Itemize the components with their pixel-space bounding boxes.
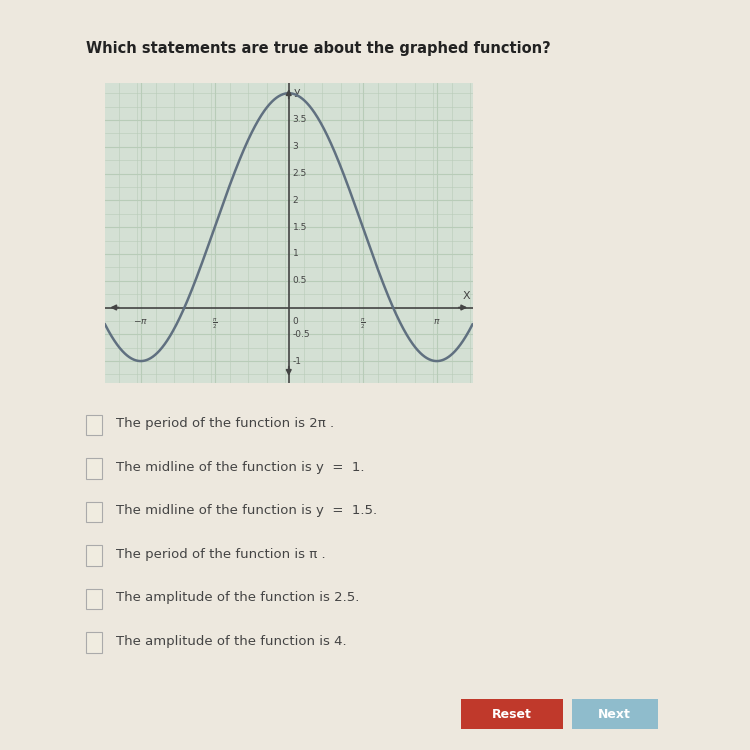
Text: 1.5: 1.5 <box>292 223 307 232</box>
Text: The amplitude of the function is 4.: The amplitude of the function is 4. <box>116 634 346 648</box>
Text: 0: 0 <box>292 316 298 326</box>
Text: -0.5: -0.5 <box>292 330 310 339</box>
Text: The period of the function is 2π .: The period of the function is 2π . <box>116 417 334 430</box>
Text: 0.5: 0.5 <box>292 276 307 285</box>
Text: 2: 2 <box>292 196 298 205</box>
Text: 2.5: 2.5 <box>292 169 307 178</box>
Text: Which statements are true about the graphed function?: Which statements are true about the grap… <box>86 41 551 56</box>
Text: X: X <box>463 290 470 301</box>
Text: y: y <box>293 87 300 97</box>
Text: The amplitude of the function is 2.5.: The amplitude of the function is 2.5. <box>116 591 360 604</box>
Text: $-\pi$: $-\pi$ <box>134 316 148 326</box>
Text: -1: -1 <box>292 356 302 365</box>
Text: The midline of the function is y  =  1.5.: The midline of the function is y = 1.5. <box>116 504 377 518</box>
Text: The midline of the function is y  =  1.: The midline of the function is y = 1. <box>116 460 364 474</box>
Text: 3.5: 3.5 <box>292 116 307 124</box>
Text: $\frac{\pi}{2}$: $\frac{\pi}{2}$ <box>212 316 217 332</box>
Text: $\frac{\pi}{2}$: $\frac{\pi}{2}$ <box>360 316 365 332</box>
Text: 1: 1 <box>292 250 298 259</box>
Text: Next: Next <box>598 707 631 721</box>
Text: Reset: Reset <box>492 707 532 721</box>
Text: 3: 3 <box>292 142 298 152</box>
Text: $\pi$: $\pi$ <box>433 316 440 326</box>
Text: The period of the function is π .: The period of the function is π . <box>116 548 326 561</box>
